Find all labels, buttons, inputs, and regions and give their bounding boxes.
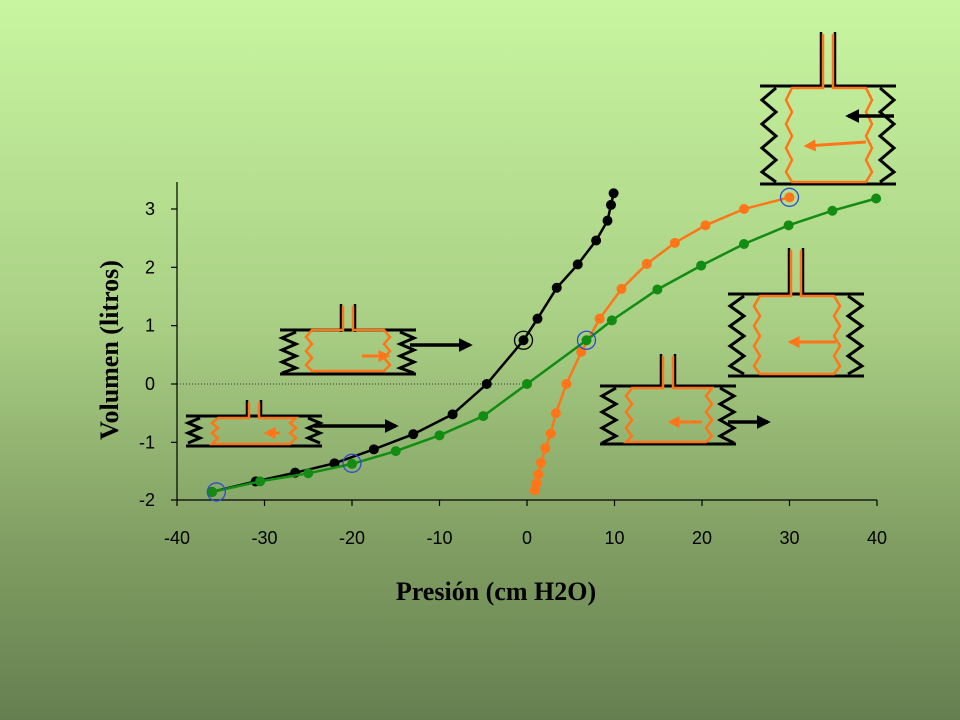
x-tick-label: 20 bbox=[692, 528, 712, 548]
x-tick-label: -30 bbox=[251, 528, 277, 548]
data-point bbox=[739, 239, 749, 249]
data-point bbox=[606, 199, 616, 210]
series-1 bbox=[529, 192, 795, 496]
data-point bbox=[531, 478, 542, 489]
highlight-ring bbox=[342, 453, 362, 473]
highlight-ring bbox=[576, 330, 597, 350]
data-point bbox=[207, 486, 217, 497]
data-point bbox=[606, 315, 617, 326]
data-point bbox=[827, 205, 838, 216]
data-point bbox=[871, 193, 882, 204]
data-point bbox=[522, 379, 532, 389]
data-point bbox=[561, 379, 572, 389]
series-0 bbox=[207, 188, 619, 497]
data-point bbox=[478, 411, 489, 422]
data-point bbox=[303, 468, 314, 479]
data-point bbox=[602, 215, 613, 226]
data-point bbox=[594, 313, 605, 324]
data-point bbox=[739, 204, 749, 214]
data-point bbox=[700, 220, 711, 231]
highlight-ring bbox=[206, 482, 227, 502]
x-tick-label: -40 bbox=[164, 528, 190, 548]
highlight-layer bbox=[206, 187, 800, 502]
series-line bbox=[211, 193, 615, 494]
data-point bbox=[540, 443, 551, 454]
y-tick-label: 3 bbox=[145, 199, 155, 219]
y-tick-label: -2 bbox=[139, 490, 155, 510]
data-point bbox=[532, 313, 543, 324]
data-point bbox=[347, 458, 357, 469]
lung-diagram-inspiration bbox=[598, 354, 771, 446]
data-point bbox=[536, 457, 546, 468]
data-point bbox=[255, 476, 266, 487]
x-tick-label: 0 bbox=[522, 528, 532, 548]
y-tick-label: 0 bbox=[145, 374, 155, 394]
data-point bbox=[581, 335, 592, 346]
lung-diagram-expiration-max bbox=[184, 400, 399, 448]
lung-diagram-inspiration-max bbox=[759, 32, 897, 186]
data-point bbox=[550, 408, 561, 419]
x-tick-label: 30 bbox=[779, 528, 799, 548]
y-axis-title: Volumen (litros) bbox=[95, 260, 124, 440]
data-point bbox=[533, 469, 544, 480]
y-tick-label: 2 bbox=[145, 257, 155, 277]
x-tick-label: -20 bbox=[339, 528, 365, 548]
data-point bbox=[481, 379, 492, 389]
data-point bbox=[784, 192, 795, 203]
highlight-ring bbox=[779, 187, 800, 207]
y-axis: -2 -1 0 1 2 3 bbox=[139, 182, 178, 510]
series-line bbox=[211, 197, 877, 494]
data-point bbox=[669, 237, 680, 248]
data-point bbox=[572, 259, 583, 270]
x-tick-label: -10 bbox=[426, 528, 452, 548]
series-layer bbox=[207, 188, 882, 497]
y-tick-label: 1 bbox=[145, 316, 155, 336]
data-point bbox=[783, 220, 794, 231]
data-point bbox=[641, 258, 652, 269]
data-point bbox=[616, 283, 627, 294]
series-line bbox=[533, 196, 790, 491]
data-point bbox=[608, 188, 619, 199]
data-point bbox=[368, 444, 379, 455]
x-tick-label: 40 bbox=[867, 528, 887, 548]
highlight-ring bbox=[513, 330, 534, 350]
data-point bbox=[434, 430, 445, 441]
data-point bbox=[408, 429, 419, 440]
data-point bbox=[390, 446, 401, 457]
data-point bbox=[696, 260, 707, 271]
series-2 bbox=[207, 193, 882, 497]
data-point bbox=[591, 235, 602, 246]
data-point bbox=[652, 284, 663, 295]
x-tick-label: 10 bbox=[604, 528, 624, 548]
x-axis-title: Presión (cm H2O) bbox=[396, 577, 596, 606]
data-point bbox=[447, 409, 458, 420]
x-axis: -40 -30 -20 -10 0 10 20 30 40 bbox=[164, 499, 887, 548]
y-tick-label: -1 bbox=[139, 432, 155, 452]
data-point bbox=[518, 335, 529, 346]
lung-diagram-inspiration-deep bbox=[727, 248, 865, 378]
data-point bbox=[329, 458, 340, 469]
data-point bbox=[545, 428, 556, 439]
data-point bbox=[551, 282, 562, 293]
lung-diagram-expiration bbox=[278, 304, 473, 376]
